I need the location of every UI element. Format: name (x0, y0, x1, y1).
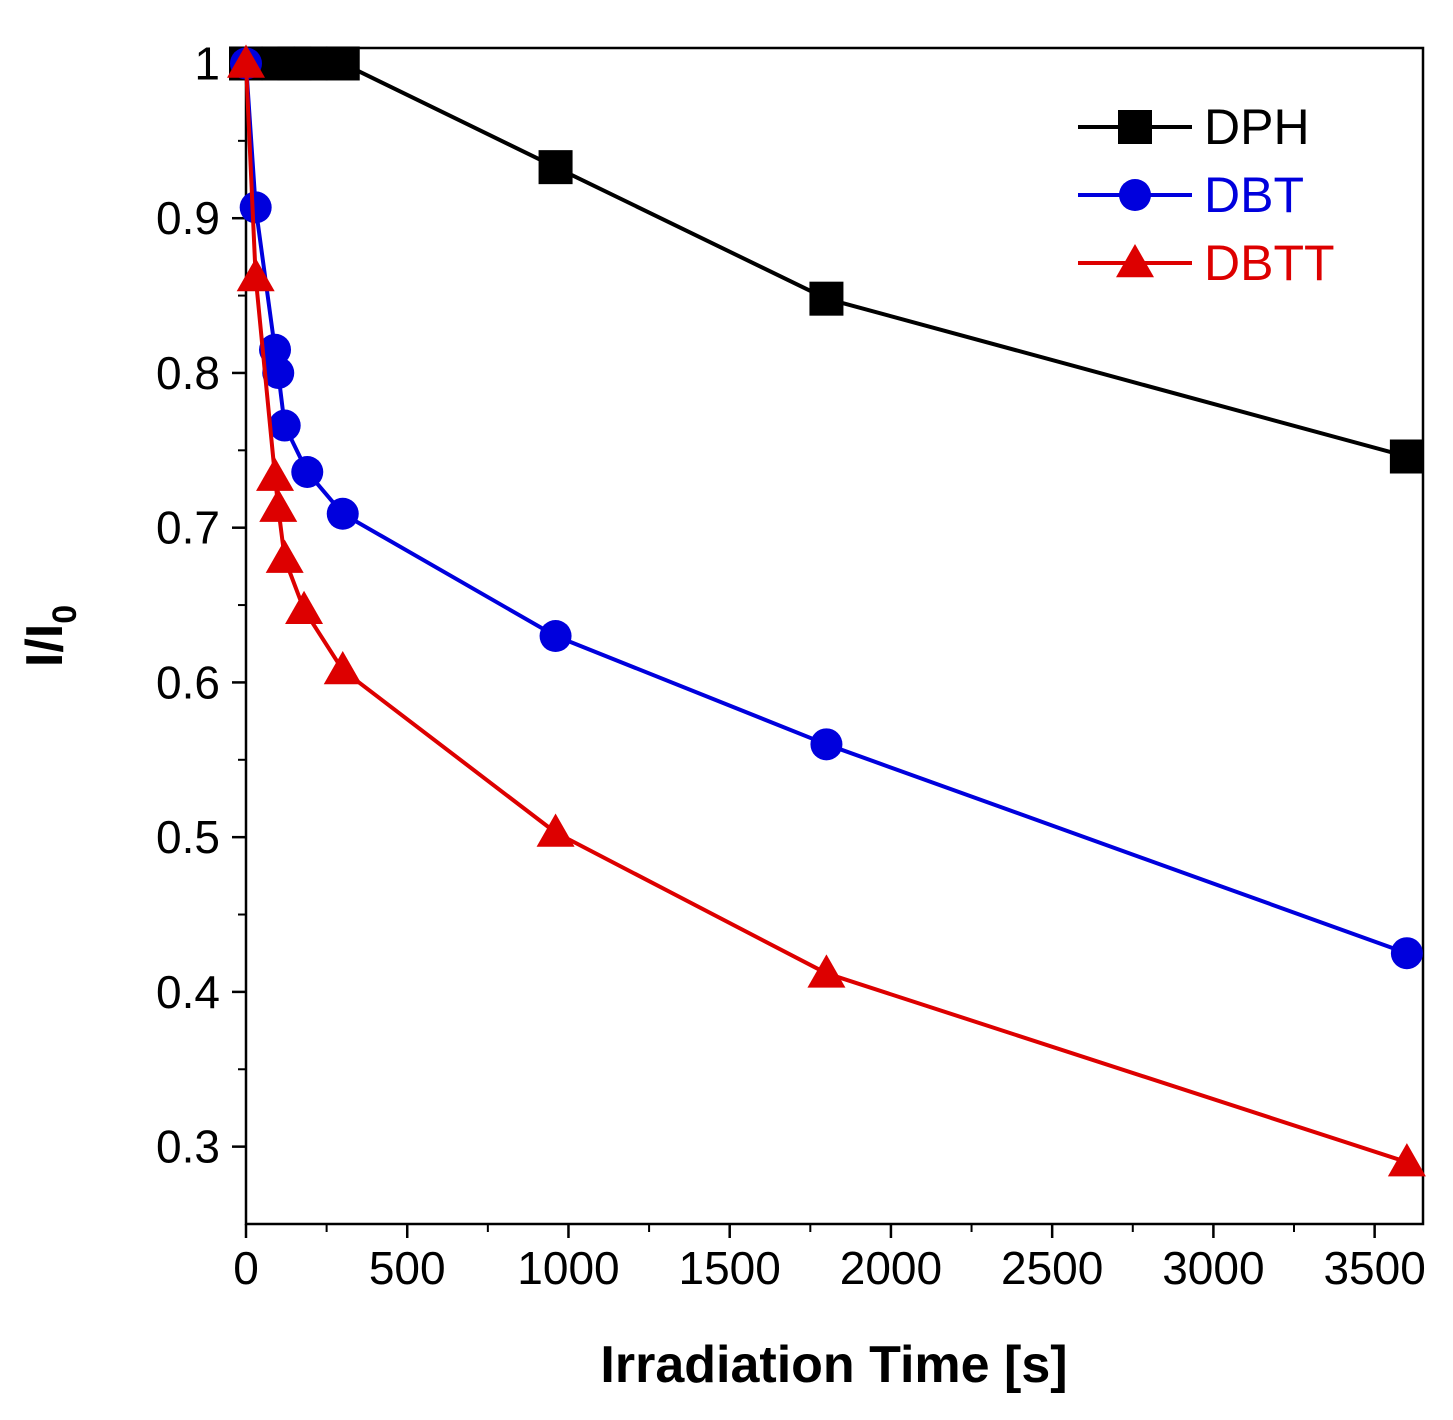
data-point-dbt (810, 728, 843, 761)
data-point-dbtt (265, 539, 304, 573)
data-point-dbtt (236, 258, 275, 292)
data-point-dbt (539, 620, 572, 652)
data-point-dbt (268, 409, 301, 442)
x-tick-label: 500 (369, 1242, 446, 1294)
legend-item-dbt: DBT (1078, 167, 1304, 223)
plot-frame (244, 46, 1425, 1226)
legend: DPH DBT DBTT (1078, 99, 1335, 291)
data-point-dbtt (227, 44, 265, 78)
x-tick-label: 1000 (517, 1242, 619, 1294)
data-point-dph (1389, 439, 1424, 474)
data-point-dbtt (259, 488, 298, 522)
y-tick-label: 0.8 (156, 347, 220, 399)
legend-marker (1119, 179, 1151, 211)
data-point-dph (538, 150, 573, 185)
data-point-dbtt (1387, 1143, 1426, 1177)
data-point-dbt (262, 356, 295, 389)
data-point-dbt (239, 191, 272, 224)
x-axis-ticks: 0 500 1000 1500 2000 2500 3000 3500 (233, 1224, 1426, 1294)
x-tick-label: 0 (233, 1242, 259, 1294)
y-tick-label: 0.5 (156, 811, 220, 863)
data-point-dph (293, 46, 328, 81)
x-axis-title: Irradiation Time [s] (600, 1336, 1067, 1394)
y-tick-label: 0.4 (156, 966, 220, 1018)
y-axis-title-subscript: 0 (46, 605, 84, 624)
data-point-dbtt (323, 651, 362, 685)
legend-item-dph: DPH (1078, 99, 1310, 155)
data-point-dbt (326, 497, 359, 530)
legend-label: DBT (1204, 167, 1304, 223)
data-point-dbtt (536, 813, 575, 847)
y-axis-title: I/I0 (16, 605, 84, 667)
x-tick-label: 3000 (1162, 1242, 1264, 1294)
x-tick-label: 2500 (1001, 1242, 1103, 1294)
series-dbtt (227, 44, 1426, 1177)
legend-item-dbtt: DBTT (1078, 235, 1335, 291)
data-point-dph (809, 281, 844, 316)
legend-marker (1118, 110, 1152, 144)
x-tick-label: 1500 (679, 1242, 781, 1294)
y-tick-label: 1 (194, 37, 220, 89)
series-layer (227, 44, 1426, 1177)
data-point-dph (325, 46, 360, 81)
x-tick-label: 3500 (1323, 1242, 1425, 1294)
x-tick-label: 2000 (840, 1242, 942, 1294)
data-point-dbtt (256, 457, 295, 491)
y-axis-ticks: 0.3 0.4 0.5 0.6 0.7 0.8 0.9 1 (156, 37, 246, 1173)
legend-label: DPH (1204, 99, 1310, 155)
y-tick-label: 0.7 (156, 502, 220, 554)
data-point-dbt (291, 455, 324, 488)
data-point-dbt (1390, 937, 1423, 970)
y-axis-title-main: I/I (16, 624, 74, 667)
data-point-dbtt (285, 590, 324, 624)
data-point-dbtt (807, 954, 846, 988)
series-dph (229, 46, 1424, 474)
legend-marker (1116, 244, 1154, 278)
series-line-dbtt (244, 63, 1408, 1165)
y-tick-label: 0.3 (156, 1121, 220, 1173)
y-tick-label: 0.9 (156, 192, 220, 244)
y-tick-label: 0.6 (156, 656, 220, 708)
legend-label: DBTT (1204, 235, 1335, 291)
